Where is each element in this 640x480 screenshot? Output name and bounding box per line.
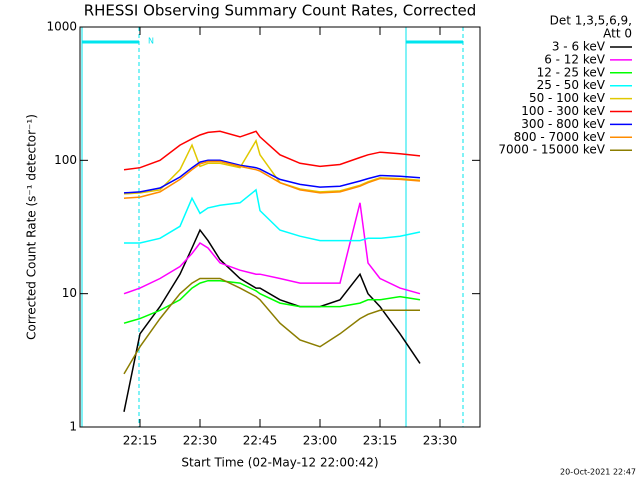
legend-label: 3 - 6 keV bbox=[552, 40, 606, 54]
y-tick-label: 1 bbox=[69, 420, 77, 434]
series-line bbox=[123, 228, 421, 412]
legend-title: Det 1,3,5,6,9, bbox=[550, 14, 632, 28]
y-tick-label: 1000 bbox=[46, 20, 77, 34]
y-tick-label: 10 bbox=[62, 286, 77, 300]
series-line bbox=[123, 159, 421, 194]
x-tick-label: 22:30 bbox=[183, 434, 218, 448]
chart-title: RHESSI Observing Summary Count Rates, Co… bbox=[84, 2, 477, 20]
x-tick-label: 23:00 bbox=[303, 434, 338, 448]
observing-flags bbox=[81, 27, 464, 427]
legend-label: 12 - 25 keV bbox=[537, 65, 606, 79]
legend-label: 7000 - 15000 keV bbox=[498, 143, 605, 157]
y-tick-label: 100 bbox=[54, 153, 77, 167]
night-flag: N bbox=[148, 37, 154, 46]
y-axis-label: Corrected Count Rate (s⁻¹ detector⁻¹) bbox=[25, 114, 39, 340]
series-line bbox=[123, 138, 421, 195]
legend-label: 25 - 50 keV bbox=[537, 78, 606, 92]
series-line bbox=[123, 277, 420, 375]
x-tick-label: 23:15 bbox=[363, 434, 398, 448]
x-tick-label: 22:15 bbox=[123, 434, 158, 448]
x-axis-label: Start Time (02-May-12 22:00:42) bbox=[181, 456, 378, 470]
legend-label: 800 - 7000 keV bbox=[514, 130, 606, 144]
legend-label: 300 - 800 keV bbox=[521, 117, 605, 131]
legend-label: 6 - 12 keV bbox=[544, 52, 606, 66]
x-tick-label: 23:30 bbox=[423, 434, 458, 448]
legend-label: 50 - 100 keV bbox=[529, 91, 606, 105]
legend-label: 100 - 300 keV bbox=[521, 104, 605, 118]
series-line bbox=[123, 279, 421, 324]
x-tick-label: 22:45 bbox=[243, 434, 278, 448]
series-line bbox=[124, 188, 421, 244]
legend-title: Att 0 bbox=[603, 27, 632, 41]
series-line bbox=[123, 202, 421, 295]
plot-frame bbox=[79, 26, 481, 428]
footer: 20-Oct-2021 22:47 bbox=[560, 468, 636, 477]
series-line bbox=[123, 130, 421, 171]
series-line bbox=[123, 160, 421, 199]
